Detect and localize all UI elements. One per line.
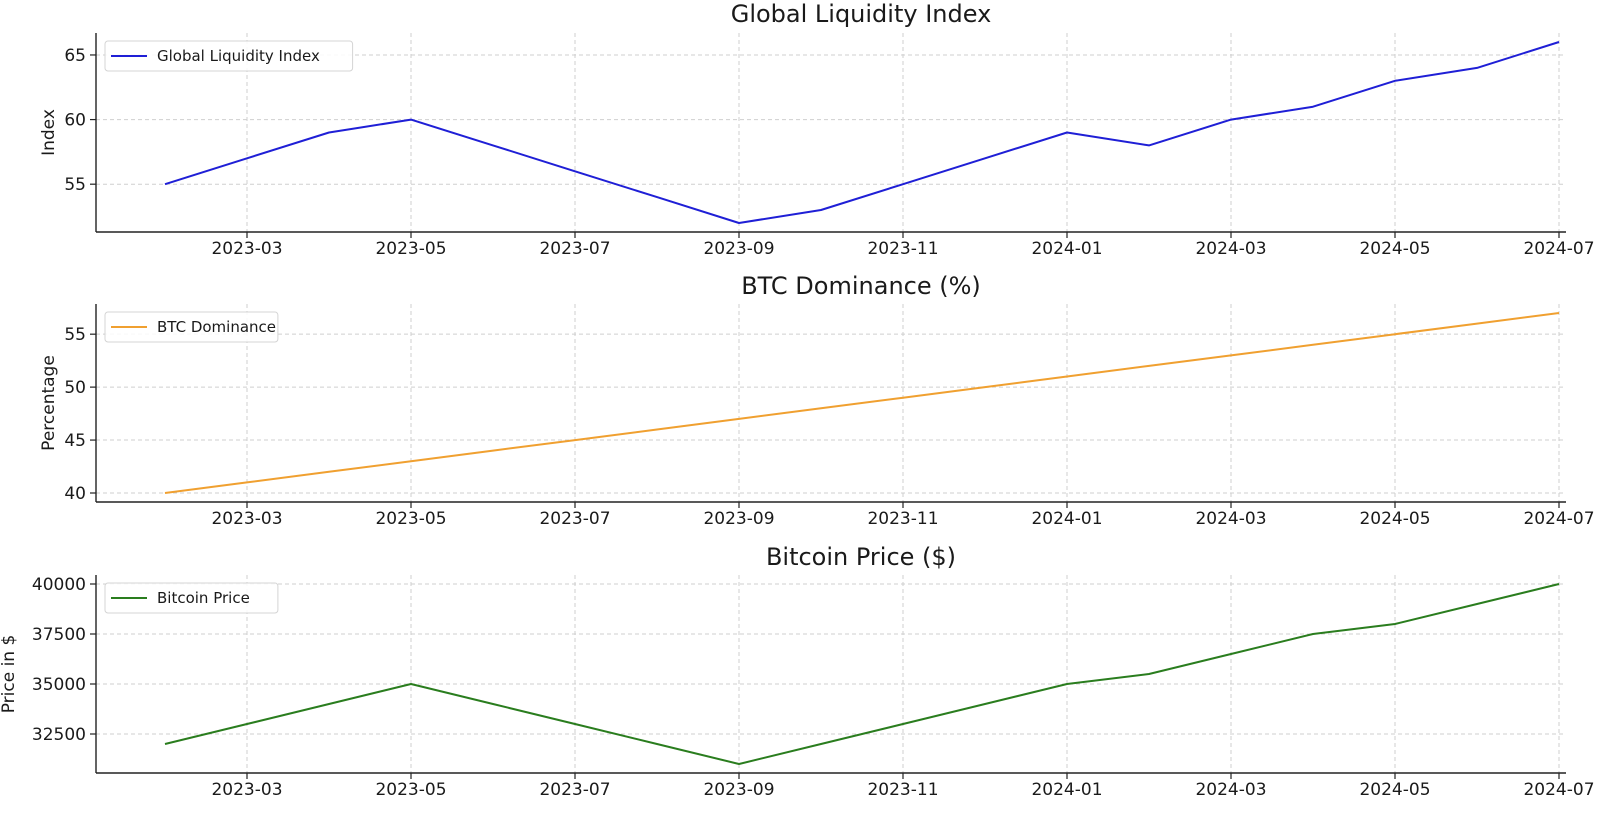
- y-tick-label: 65: [64, 46, 86, 66]
- x-tick-label: 2023-05: [375, 509, 446, 529]
- y-tick-label: 55: [64, 325, 86, 345]
- panel-1: 55 60 65 2023-03 2023-05 2023-07 2023-09 2023-1…: [39, 0, 1595, 259]
- y-tick-label: 55: [64, 175, 86, 195]
- x-tick-label: 2023-09: [703, 239, 774, 259]
- y-axis-label: Price in $: [0, 635, 19, 714]
- x-tick-label: 2023-11: [867, 780, 938, 800]
- panel-3: 32500 35000 37500 40000 2023-03 2023-05 2023-0…: [0, 543, 1595, 800]
- x-tick-label: 2024-03: [1195, 239, 1266, 259]
- y-tick-label: 50: [64, 378, 86, 398]
- x-tick-label: 2023-03: [211, 780, 282, 800]
- x-tick-label: 2023-11: [867, 239, 938, 259]
- y-tick-label: 37500: [32, 625, 86, 645]
- x-tick-label: 2024-07: [1523, 509, 1594, 529]
- series-line: [164, 583, 1560, 765]
- x-tick-label: 2023-03: [211, 239, 282, 259]
- x-tick-label: 2023-05: [375, 780, 446, 800]
- legend-label: BTC Dominance: [157, 318, 276, 336]
- legend-box: [104, 582, 279, 614]
- x-tick-label: 2023-03: [211, 509, 282, 529]
- x-tick-label: 2024-03: [1195, 509, 1266, 529]
- x-tick-label: 2023-09: [703, 780, 774, 800]
- x-tick-label: 2024-03: [1195, 780, 1266, 800]
- y-tick-label: 40000: [32, 575, 86, 595]
- y-tick-label: 35000: [32, 675, 86, 695]
- chart-title: BTC Dominance (%): [741, 272, 981, 300]
- legend-box: [104, 40, 354, 72]
- x-tick-label: 2024-01: [1031, 509, 1102, 529]
- panel-2: 40 45 50 55 2023-03 2023-05 2023-07 2023-09 2023…: [39, 272, 1595, 529]
- x-tick-label: 2024-05: [1359, 509, 1430, 529]
- legend-label: Global Liquidity Index: [157, 47, 320, 65]
- y-tick-label: 45: [64, 431, 86, 451]
- y-axis-label: Percentage: [39, 355, 59, 451]
- x-tick-label: 2023-11: [867, 509, 938, 529]
- series-line: [164, 312, 1560, 494]
- y-tick-label: 40: [64, 484, 86, 504]
- y-axis-label: Index: [39, 109, 59, 156]
- x-tick-label: 2024-01: [1031, 239, 1102, 259]
- chart-title: Bitcoin Price ($): [766, 543, 956, 571]
- chart-title: Global Liquidity Index: [731, 0, 992, 28]
- legend-label: Bitcoin Price: [157, 589, 250, 607]
- x-tick-label: 2024-07: [1523, 780, 1594, 800]
- x-tick-label: 2023-07: [539, 780, 610, 800]
- x-tick-label: 2023-07: [539, 239, 610, 259]
- x-tick-label: 2023-07: [539, 509, 610, 529]
- series-line: [164, 41, 1560, 224]
- x-tick-label: 2023-05: [375, 239, 446, 259]
- x-tick-label: 2024-07: [1523, 239, 1594, 259]
- x-tick-label: 2024-05: [1359, 780, 1430, 800]
- legend-box: [104, 311, 279, 343]
- y-tick-label: 60: [64, 111, 86, 131]
- y-tick-label: 32500: [32, 725, 86, 745]
- x-tick-label: 2023-09: [703, 509, 774, 529]
- x-tick-label: 2024-05: [1359, 239, 1430, 259]
- x-tick-label: 2024-01: [1031, 780, 1102, 800]
